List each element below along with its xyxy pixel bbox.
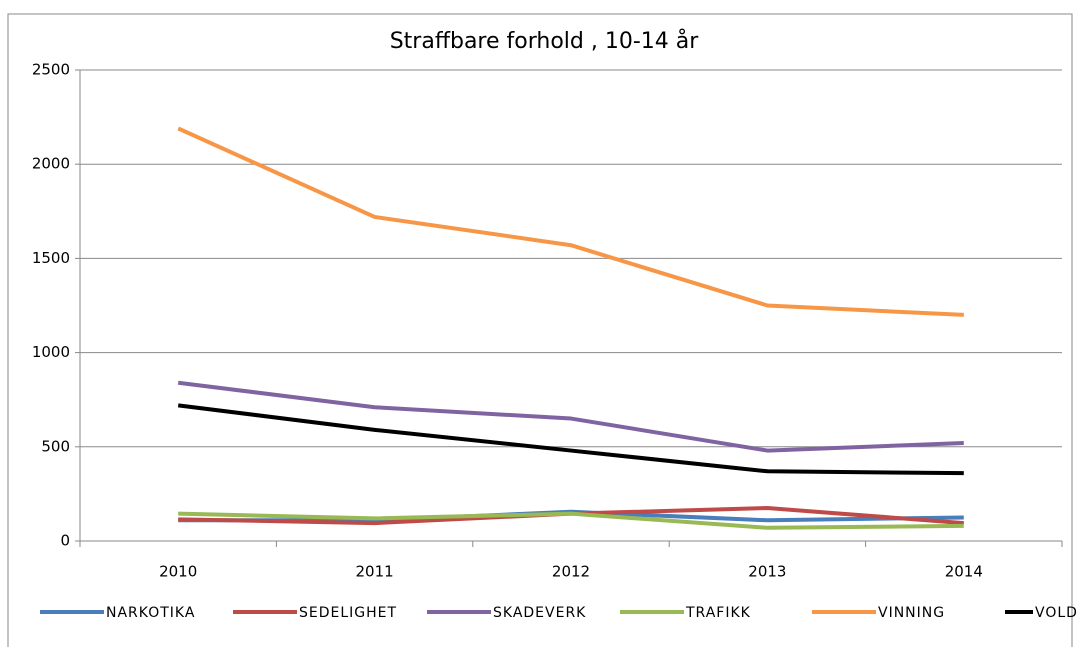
- y-tick-label: 500: [41, 437, 70, 455]
- legend-label: TRAFIKK: [685, 605, 751, 621]
- legend-label: NARKOTIKA: [106, 605, 195, 621]
- x-tick-label: 2012: [552, 563, 590, 581]
- y-tick-label: 2500: [32, 61, 70, 79]
- series-line: [177, 403, 964, 476]
- legend-label: SKADEVERK: [493, 605, 586, 621]
- y-tick-label: 2000: [32, 155, 70, 173]
- legend-label: VINNING: [878, 605, 945, 621]
- x-tick-label: 2013: [748, 563, 786, 581]
- x-tick-label: 2010: [159, 563, 197, 581]
- chart-frame: [7, 13, 1073, 647]
- y-tick-label: 1500: [32, 249, 70, 267]
- series-line: [178, 511, 964, 530]
- legend-label: VOLD: [1035, 605, 1078, 621]
- y-tick-label: 0: [60, 532, 70, 550]
- x-tick-label: 2011: [356, 563, 394, 581]
- legend-label: SEDELIGHET: [299, 605, 397, 621]
- series-line: [177, 380, 964, 453]
- chart-title: Straffbare forhold , 10-14 år: [390, 28, 700, 54]
- x-tick-label: 2014: [945, 563, 983, 581]
- series-line: [177, 126, 964, 317]
- y-tick-label: 1000: [32, 343, 70, 361]
